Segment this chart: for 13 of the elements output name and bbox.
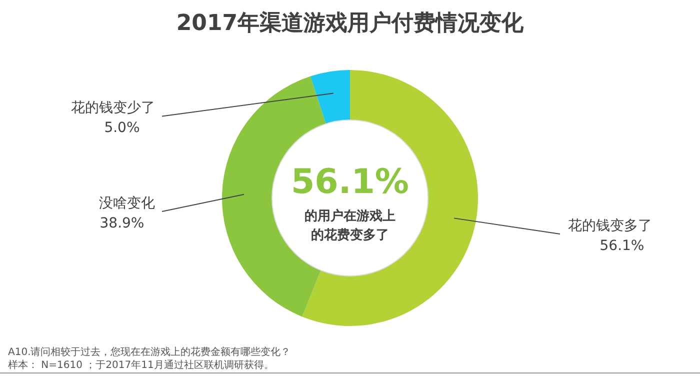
text: 56.1% <box>291 162 409 202</box>
slice-label: 花的钱变多了 <box>568 218 652 234</box>
chart-title: 2017年渠道游戏用户付费情况变化 <box>176 10 525 36</box>
text: A10.请问相较于过去，您现在在游戏上的花费金额有哪些变化？ <box>8 346 291 358</box>
text: 的花费变多了 <box>311 227 389 243</box>
donut-slice <box>310 70 350 124</box>
slice-label: 没啥变化 <box>99 196 155 212</box>
data-label: 38.9% <box>100 216 144 232</box>
text: 的用户在游戏上 <box>304 208 396 224</box>
slice-label: 花的钱变少了 <box>71 100 155 116</box>
data-label: 5.0% <box>104 120 140 136</box>
text: 样本： N=1610 ；于2017年11月通过社区联机调研获得。 <box>8 359 274 371</box>
data-label: 56.1% <box>600 238 644 254</box>
